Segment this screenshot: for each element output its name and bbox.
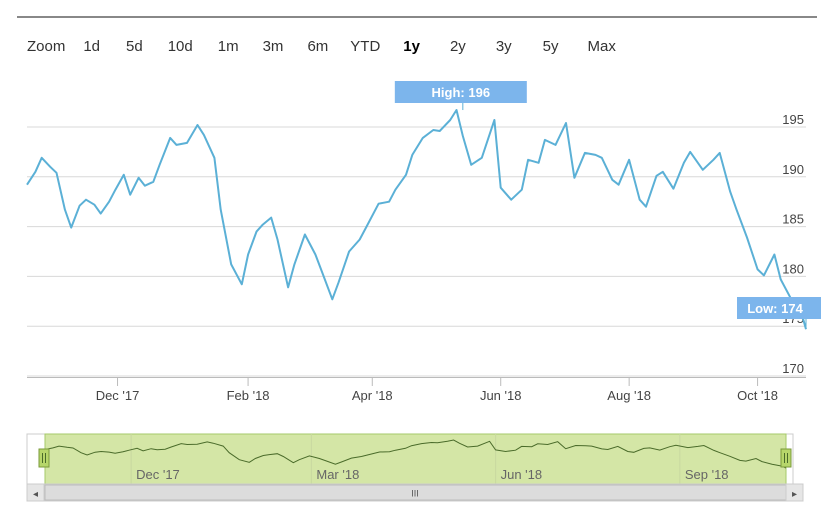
zoom-button-5d[interactable]: 5d: [126, 37, 143, 55]
high-flag-label: High: 196: [432, 85, 491, 100]
zoom-button-max[interactable]: Max: [587, 37, 616, 55]
zoom-button-10d[interactable]: 10d: [167, 37, 193, 55]
y-tick-label: 190: [782, 162, 804, 177]
high-flag: [394, 81, 527, 103]
navigator-tick-label: Sep '18: [685, 467, 729, 482]
y-axis: 195190185180175170: [782, 112, 804, 376]
y-tick-label: 195: [782, 112, 804, 127]
navigator-tick-label: Mar '18: [316, 467, 359, 482]
navigator-tick-label: Jun '18: [501, 467, 543, 482]
zoom-button-5y[interactable]: 5y: [542, 37, 559, 55]
zoom-selector: Zoom 1d 5d 10d 1m 3m 6m YTD 1y 2y 3y 5y Max: [27, 36, 618, 56]
zoom-button-3m[interactable]: 3m: [262, 37, 284, 55]
flags: High: 196 Low: 174: [394, 81, 821, 330]
navigator-axis: Dec '17 Mar '18 Jun '18 Sep '18: [130, 434, 729, 484]
zoom-button-6m[interactable]: 6m: [307, 37, 329, 55]
x-tick-label: Jun '18: [480, 388, 522, 403]
navigator-series-line: [44, 439, 787, 469]
x-tick-label: Oct '18: [737, 388, 778, 403]
y-tick-label: 180: [782, 261, 804, 276]
scrollbar-grip-icon: III: [411, 489, 419, 499]
scrollbar[interactable]: ◂ III ▸: [26, 483, 804, 502]
y-tick-label: 170: [782, 361, 804, 376]
x-axis: Dec '17 Feb '18 Apr '18 Jun '18 Aug '18 Oct '…: [96, 378, 778, 403]
low-flag: [737, 297, 821, 319]
zoom-button-1m[interactable]: 1m: [217, 37, 239, 55]
x-tick-label: Feb '18: [227, 388, 270, 403]
zoom-label: Zoom: [27, 37, 66, 55]
navigator-handle-right[interactable]: [780, 448, 792, 468]
low-flag-label: Low: 174: [747, 301, 803, 316]
navigator-tick-label: Dec '17: [136, 467, 180, 482]
x-tick-label: Aug '18: [607, 388, 651, 403]
price-series-line: [26, 109, 807, 330]
zoom-button-group: 1d 5d 10d 1m 3m 6m YTD 1y 2y 3y 5y Max: [73, 38, 618, 55]
y-tick-label: 185: [782, 212, 804, 227]
zoom-button-3y[interactable]: 3y: [495, 37, 512, 55]
zoom-button-ytd[interactable]: YTD: [350, 37, 381, 55]
scrollbar-left-arrow-icon: ◂: [33, 489, 38, 500]
navigator-selection[interactable]: [44, 433, 787, 485]
navigator-handle-left[interactable]: [38, 448, 50, 468]
zoom-button-1d[interactable]: 1d: [83, 37, 101, 55]
zoom-button-2y[interactable]: 2y: [449, 37, 466, 55]
scrollbar-right-arrow-icon: ▸: [792, 489, 797, 500]
top-divider: [17, 16, 817, 18]
x-tick-label: Dec '17: [96, 388, 140, 403]
scrollbar-left-button[interactable]: [26, 483, 45, 502]
scrollbar-right-button[interactable]: [785, 483, 804, 502]
navigator[interactable]: Dec '17 Mar '18 Jun '18 Sep '18: [26, 433, 794, 485]
zoom-button-1y[interactable]: 1y: [403, 37, 420, 55]
grid-lines: [27, 126, 806, 378]
x-tick-label: Apr '18: [352, 388, 393, 403]
